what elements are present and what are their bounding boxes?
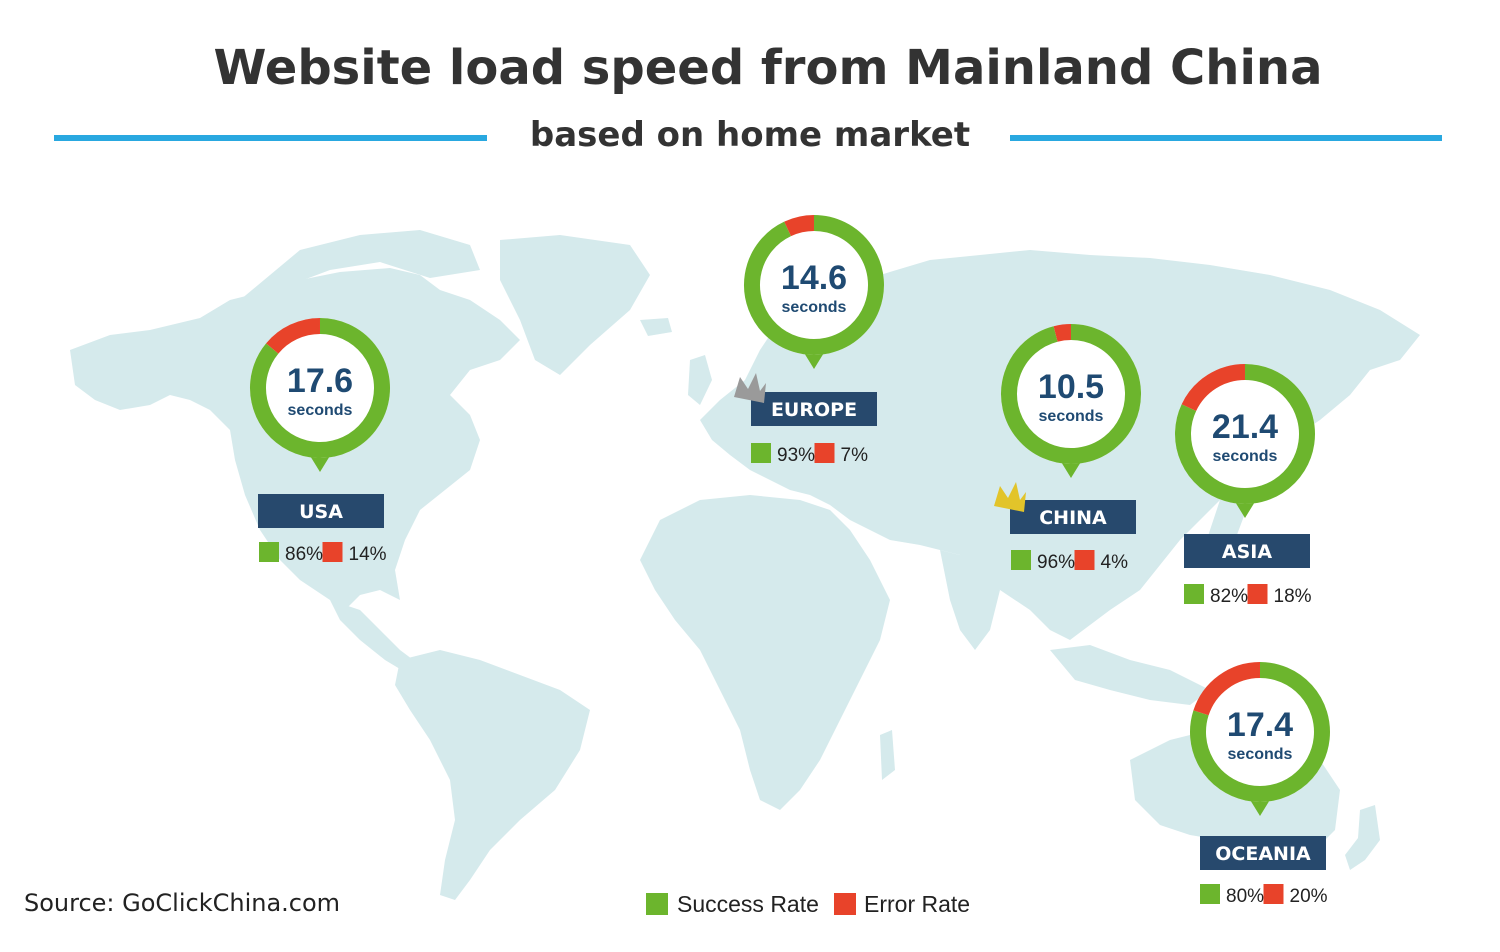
legend-error-label: Error Rate	[864, 891, 970, 917]
error-arc-europe	[784, 215, 815, 237]
crown-silver-icon	[734, 373, 766, 403]
success-swatch-usa	[259, 542, 279, 562]
error-arc-oceania	[1193, 662, 1261, 716]
seconds-value-europe: 14.6	[781, 259, 847, 297]
legend-success-label: Success Rate	[677, 891, 819, 917]
success-swatch-asia	[1184, 584, 1204, 604]
map-india	[940, 550, 1000, 650]
region-label-asia: ASIA	[1222, 541, 1272, 563]
donut-bg-asia	[1175, 364, 1315, 504]
donut-bg-china	[1001, 324, 1141, 464]
map-central-america	[330, 600, 420, 675]
seconds-value-oceania: 17.4	[1227, 706, 1293, 744]
region-label-china: CHINA	[1039, 507, 1107, 529]
seconds-value-asia: 21.4	[1212, 408, 1278, 446]
map-uk	[688, 355, 712, 405]
seconds-unit-europe: seconds	[782, 299, 847, 316]
seconds-unit-usa: seconds	[288, 402, 353, 419]
success-pct-usa: 86%	[285, 544, 323, 565]
error-pct-asia: 18%	[1274, 586, 1312, 607]
label-box-europe	[751, 392, 877, 426]
map-iceland	[640, 318, 672, 336]
success-swatch-china	[1011, 550, 1031, 570]
error-pct-usa: 14%	[349, 544, 387, 565]
seconds-unit-china: seconds	[1039, 408, 1104, 425]
region-label-oceania: OCEANIA	[1215, 843, 1311, 865]
success-pct-china: 96%	[1037, 552, 1075, 573]
source-note: Source: GoClickChina.com	[24, 889, 340, 917]
seconds-unit-asia: seconds	[1213, 448, 1278, 465]
label-box-asia	[1184, 534, 1310, 568]
map-new-zealand	[1345, 805, 1380, 870]
success-arc-usa	[250, 318, 390, 458]
label-box-oceania	[1200, 836, 1326, 870]
error-swatch-oceania	[1263, 884, 1284, 904]
region-label-europe: EUROPE	[771, 399, 857, 421]
region-oceania: 17.4 seconds OCEANIA 80% 20%	[1190, 662, 1330, 907]
error-swatch-asia	[1247, 584, 1268, 604]
error-swatch-usa	[322, 542, 343, 562]
error-pct-oceania: 20%	[1290, 886, 1328, 907]
donut-bg-oceania	[1190, 662, 1330, 802]
chart-title: Website load speed from Mainland China	[214, 40, 1323, 96]
error-arc-asia	[1181, 364, 1246, 412]
seconds-value-china: 10.5	[1038, 368, 1104, 406]
success-pct-oceania: 80%	[1226, 886, 1264, 907]
label-box-usa	[258, 494, 384, 528]
region-usa: 17.6 seconds USA 86% 14%	[250, 318, 390, 565]
region-china: 10.5 seconds CHINA 96% 4%	[994, 324, 1141, 573]
region-markers: 17.6 seconds USA 86% 14% 14.6 seconds EUROPE 93%…	[250, 215, 1330, 907]
success-arc-europe	[744, 215, 884, 355]
label-box-china	[1010, 500, 1136, 534]
chart-subtitle: based on home market	[530, 115, 970, 155]
success-arc-oceania	[1190, 662, 1330, 802]
region-label-usa: USA	[299, 501, 343, 523]
legend: Success Rate Error Rate	[646, 891, 970, 917]
donut-bg-usa	[250, 318, 390, 458]
error-swatch-china	[1074, 550, 1095, 570]
error-pct-china: 4%	[1101, 552, 1129, 573]
map-southeast-asia	[1050, 645, 1210, 705]
region-asia: 21.4 seconds ASIA 82% 18%	[1175, 364, 1315, 607]
map-south-america	[395, 650, 590, 900]
region-europe: 14.6 seconds EUROPE 93% 7%	[734, 215, 884, 466]
map-madagascar	[880, 730, 895, 780]
legend-error-swatch	[834, 893, 856, 915]
success-pct-asia: 82%	[1210, 586, 1248, 607]
donut-bg-europe	[744, 215, 884, 355]
error-swatch-europe	[814, 443, 835, 463]
success-pct-europe: 93%	[777, 445, 815, 466]
map-arctic-islands	[240, 230, 480, 300]
success-swatch-oceania	[1200, 884, 1220, 904]
error-arc-china	[1053, 324, 1072, 342]
success-arc-asia	[1175, 364, 1315, 504]
seconds-value-usa: 17.6	[287, 362, 353, 400]
success-arc-china	[1001, 324, 1141, 464]
crown-gold-icon	[994, 482, 1026, 512]
error-pct-europe: 7%	[841, 445, 869, 466]
legend-success-swatch	[646, 893, 668, 915]
map-africa	[640, 495, 890, 810]
seconds-unit-oceania: seconds	[1228, 746, 1293, 763]
map-greenland	[500, 235, 650, 375]
success-swatch-europe	[751, 443, 771, 463]
error-arc-usa	[266, 318, 321, 354]
